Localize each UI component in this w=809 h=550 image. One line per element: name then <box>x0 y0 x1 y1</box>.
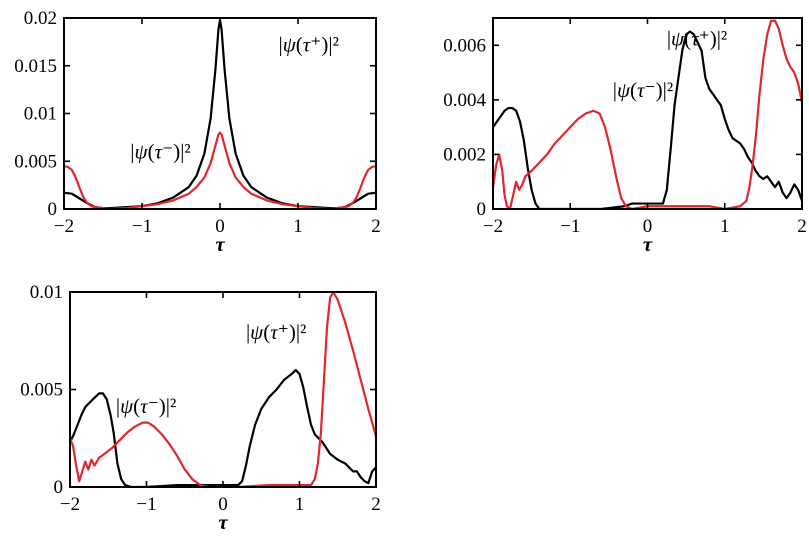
series-line-black <box>70 368 376 487</box>
x-tick-label: −1 <box>136 494 156 515</box>
x-tick-label: 2 <box>371 216 381 237</box>
y-tick-label: 0 <box>54 477 64 498</box>
y-tick-label: 0.01 <box>30 282 63 303</box>
y-tick-label: 0.005 <box>20 380 63 401</box>
x-tick-label: 2 <box>797 216 807 237</box>
x-axis-title: τ <box>643 232 653 256</box>
x-tick-label: 2 <box>371 494 381 515</box>
x-tick-label: −2 <box>60 494 80 515</box>
y-tick-label: 0.005 <box>14 151 57 172</box>
x-tick-label: 0 <box>215 216 225 237</box>
y-tick-label: 0.004 <box>443 90 486 111</box>
curve-annotation-2: |ψ(τ⁻)|² <box>116 394 176 418</box>
x-tick-label: 1 <box>720 216 730 237</box>
y-tick-label: 0.006 <box>443 35 486 56</box>
series-line-red <box>493 19 802 209</box>
y-tick-label: 0.01 <box>24 104 57 125</box>
x-tick-label: 0 <box>218 494 228 515</box>
x-tick-label: −2 <box>483 216 503 237</box>
x-tick-label: −1 <box>132 216 152 237</box>
x-tick-label: 0 <box>643 216 653 237</box>
curve-annotation-1: |ψ(τ⁺)|² <box>246 320 306 344</box>
series-line-black <box>493 30 802 209</box>
x-axis-title: τ <box>215 232 225 256</box>
series-line-red <box>70 292 376 487</box>
series-line-red <box>64 131 376 209</box>
y-tick-label: 0.015 <box>14 56 57 77</box>
plot-frame <box>492 17 803 210</box>
plot-panel-1: −2 −1 0 1 2 0 0.005 0.01 0.015 0.02 τ |ψ(τ⁺)|² |ψ(τ⁻… <box>14 8 381 256</box>
x-tick-label: −2 <box>54 216 74 237</box>
curve-annotation-2: |ψ(τ⁻)|² <box>613 78 673 102</box>
curve-annotation-2: |ψ(τ⁻)|² <box>130 139 190 163</box>
x-tick-label: 1 <box>295 494 305 515</box>
x-tick-label: 1 <box>293 216 303 237</box>
curve-annotation-1: |ψ(τ⁺)|² <box>279 32 339 56</box>
y-tick-label: 0.02 <box>24 8 57 29</box>
y-tick-label: 0 <box>477 199 487 220</box>
plot-panel-2: −2 −1 0 1 2 0 0.002 0.004 0.006 τ |ψ(τ⁺)|² |ψ(τ⁻)|² <box>443 17 807 256</box>
y-tick-label: 0.002 <box>443 144 486 165</box>
plot-panel-3: −2 −1 0 1 2 0 0.005 0.01 τ |ψ(τ⁺)|² |ψ(τ⁻)|² <box>20 282 381 534</box>
curve-annotation-1: |ψ(τ⁺)|² <box>667 26 727 50</box>
x-axis-title: τ <box>218 510 228 534</box>
y-tick-label: 0 <box>48 199 58 220</box>
x-tick-label: −1 <box>560 216 580 237</box>
